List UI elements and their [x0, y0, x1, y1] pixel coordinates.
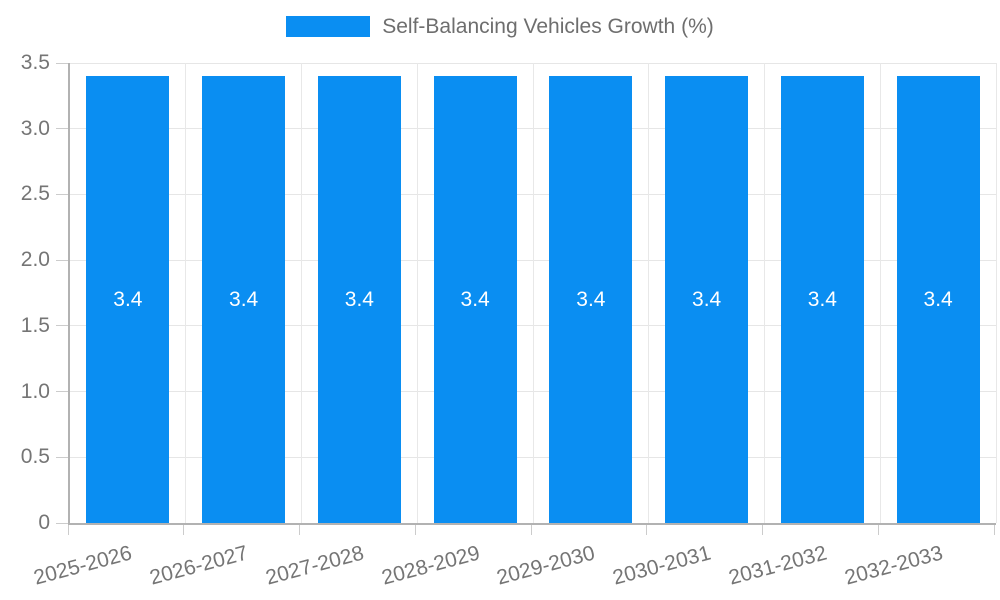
gridline-vertical [879, 63, 881, 523]
x-axis: 2025-2026 2026-2027 2027-2028 2028-2029 2029… [32, 525, 995, 600]
gridline-vertical [995, 63, 997, 523]
x-tick-mark [762, 525, 763, 535]
x-tick-mark [299, 525, 300, 535]
x-tick-mark [993, 525, 995, 535]
plot-area: 3.4 3.4 3.4 3.4 3.4 3.4 3.4 3.4 [68, 62, 997, 525]
y-tick-label: 2.5 [20, 182, 50, 206]
bar[interactable]: 3.4 [896, 76, 980, 523]
x-tick-label: 2032-2033 [842, 541, 945, 590]
bar-value-label: 3.4 [807, 287, 837, 311]
bar[interactable]: 3.4 [665, 76, 749, 523]
gridline-vertical [648, 63, 650, 523]
legend[interactable]: Self-Balancing Vehicles Growth (%) [0, 14, 1000, 39]
bar[interactable]: 3.4 [317, 76, 401, 523]
bar-value-label: 3.4 [692, 287, 722, 311]
x-tick-mark [183, 525, 185, 535]
x-tick-mark [67, 525, 69, 535]
y-tick-mark [56, 456, 68, 458]
y-tick-label: 1.5 [20, 313, 50, 337]
x-tick-label: 2027-2028 [263, 541, 367, 590]
y-axis: 0 0.5 1.0 1.5 2.0 2.5 3.0 3.5 [0, 51, 68, 534]
x-tick-label: 2031-2032 [726, 541, 830, 590]
y-tick-mark [56, 325, 68, 327]
y-tick-label: 2.0 [20, 248, 50, 272]
x-tick-mark [530, 525, 532, 535]
bar-value-label: 3.4 [113, 287, 143, 311]
y-tick-label: 0.5 [20, 445, 50, 469]
y-tick-mark [56, 193, 68, 195]
bar-value-label: 3.4 [229, 287, 259, 311]
gridline-vertical [416, 63, 418, 523]
gridline-vertical [532, 63, 534, 523]
bar[interactable]: 3.4 [433, 76, 517, 523]
bar[interactable]: 3.4 [780, 76, 864, 523]
y-tick-mark [56, 522, 68, 524]
y-tick-mark [56, 128, 68, 130]
x-tick-mark [414, 525, 416, 535]
gridline-vertical [301, 63, 302, 523]
bar-value-label: 3.4 [923, 287, 953, 311]
bar-value-label: 3.4 [344, 287, 374, 311]
y-tick-label: 0 [38, 511, 50, 534]
x-tick-label: 2028-2029 [379, 541, 482, 590]
bar-value-label: 3.4 [576, 287, 606, 311]
bar[interactable]: 3.4 [202, 76, 286, 523]
bar[interactable]: 3.4 [549, 76, 633, 523]
x-tick-label: 2025-2026 [31, 541, 135, 590]
y-tick-label: 3.0 [20, 116, 50, 140]
y-tick-mark [56, 391, 68, 393]
x-tick-mark [646, 525, 648, 535]
legend-swatch [286, 16, 371, 38]
y-tick-mark [56, 259, 68, 261]
y-tick-mark [56, 62, 68, 64]
x-tick-mark [877, 525, 879, 535]
gridline-vertical [185, 63, 187, 523]
legend-label: Self-Balancing Vehicles Growth (%) [382, 15, 714, 38]
bar[interactable]: 3.4 [86, 76, 170, 523]
bar-value-label: 3.4 [460, 287, 490, 311]
x-tick-label: 2026-2027 [147, 541, 251, 590]
gridline-vertical [764, 63, 765, 523]
y-tick-label: 3.5 [20, 51, 50, 74]
x-tick-label: 2029-2030 [494, 541, 598, 590]
x-tick-label: 2030-2031 [610, 541, 714, 590]
y-tick-label: 1.0 [20, 379, 50, 403]
